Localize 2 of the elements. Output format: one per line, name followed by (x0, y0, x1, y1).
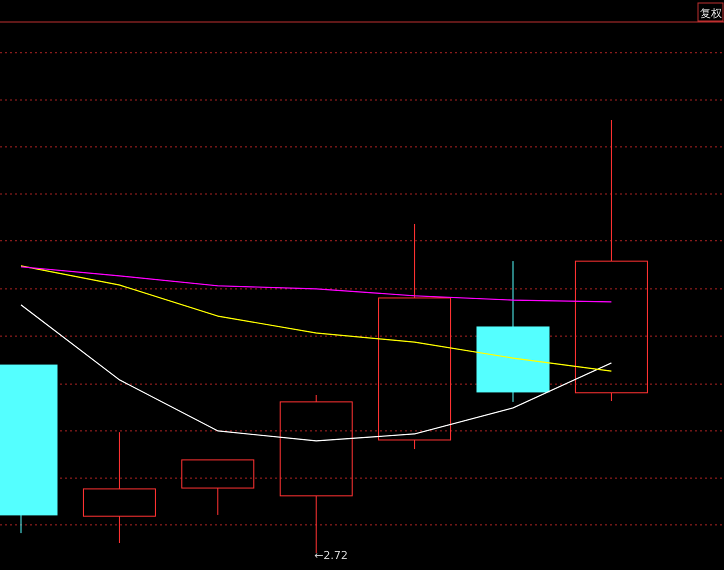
annotation: ←2.72 (314, 549, 348, 562)
text: 复权 (700, 7, 722, 20)
